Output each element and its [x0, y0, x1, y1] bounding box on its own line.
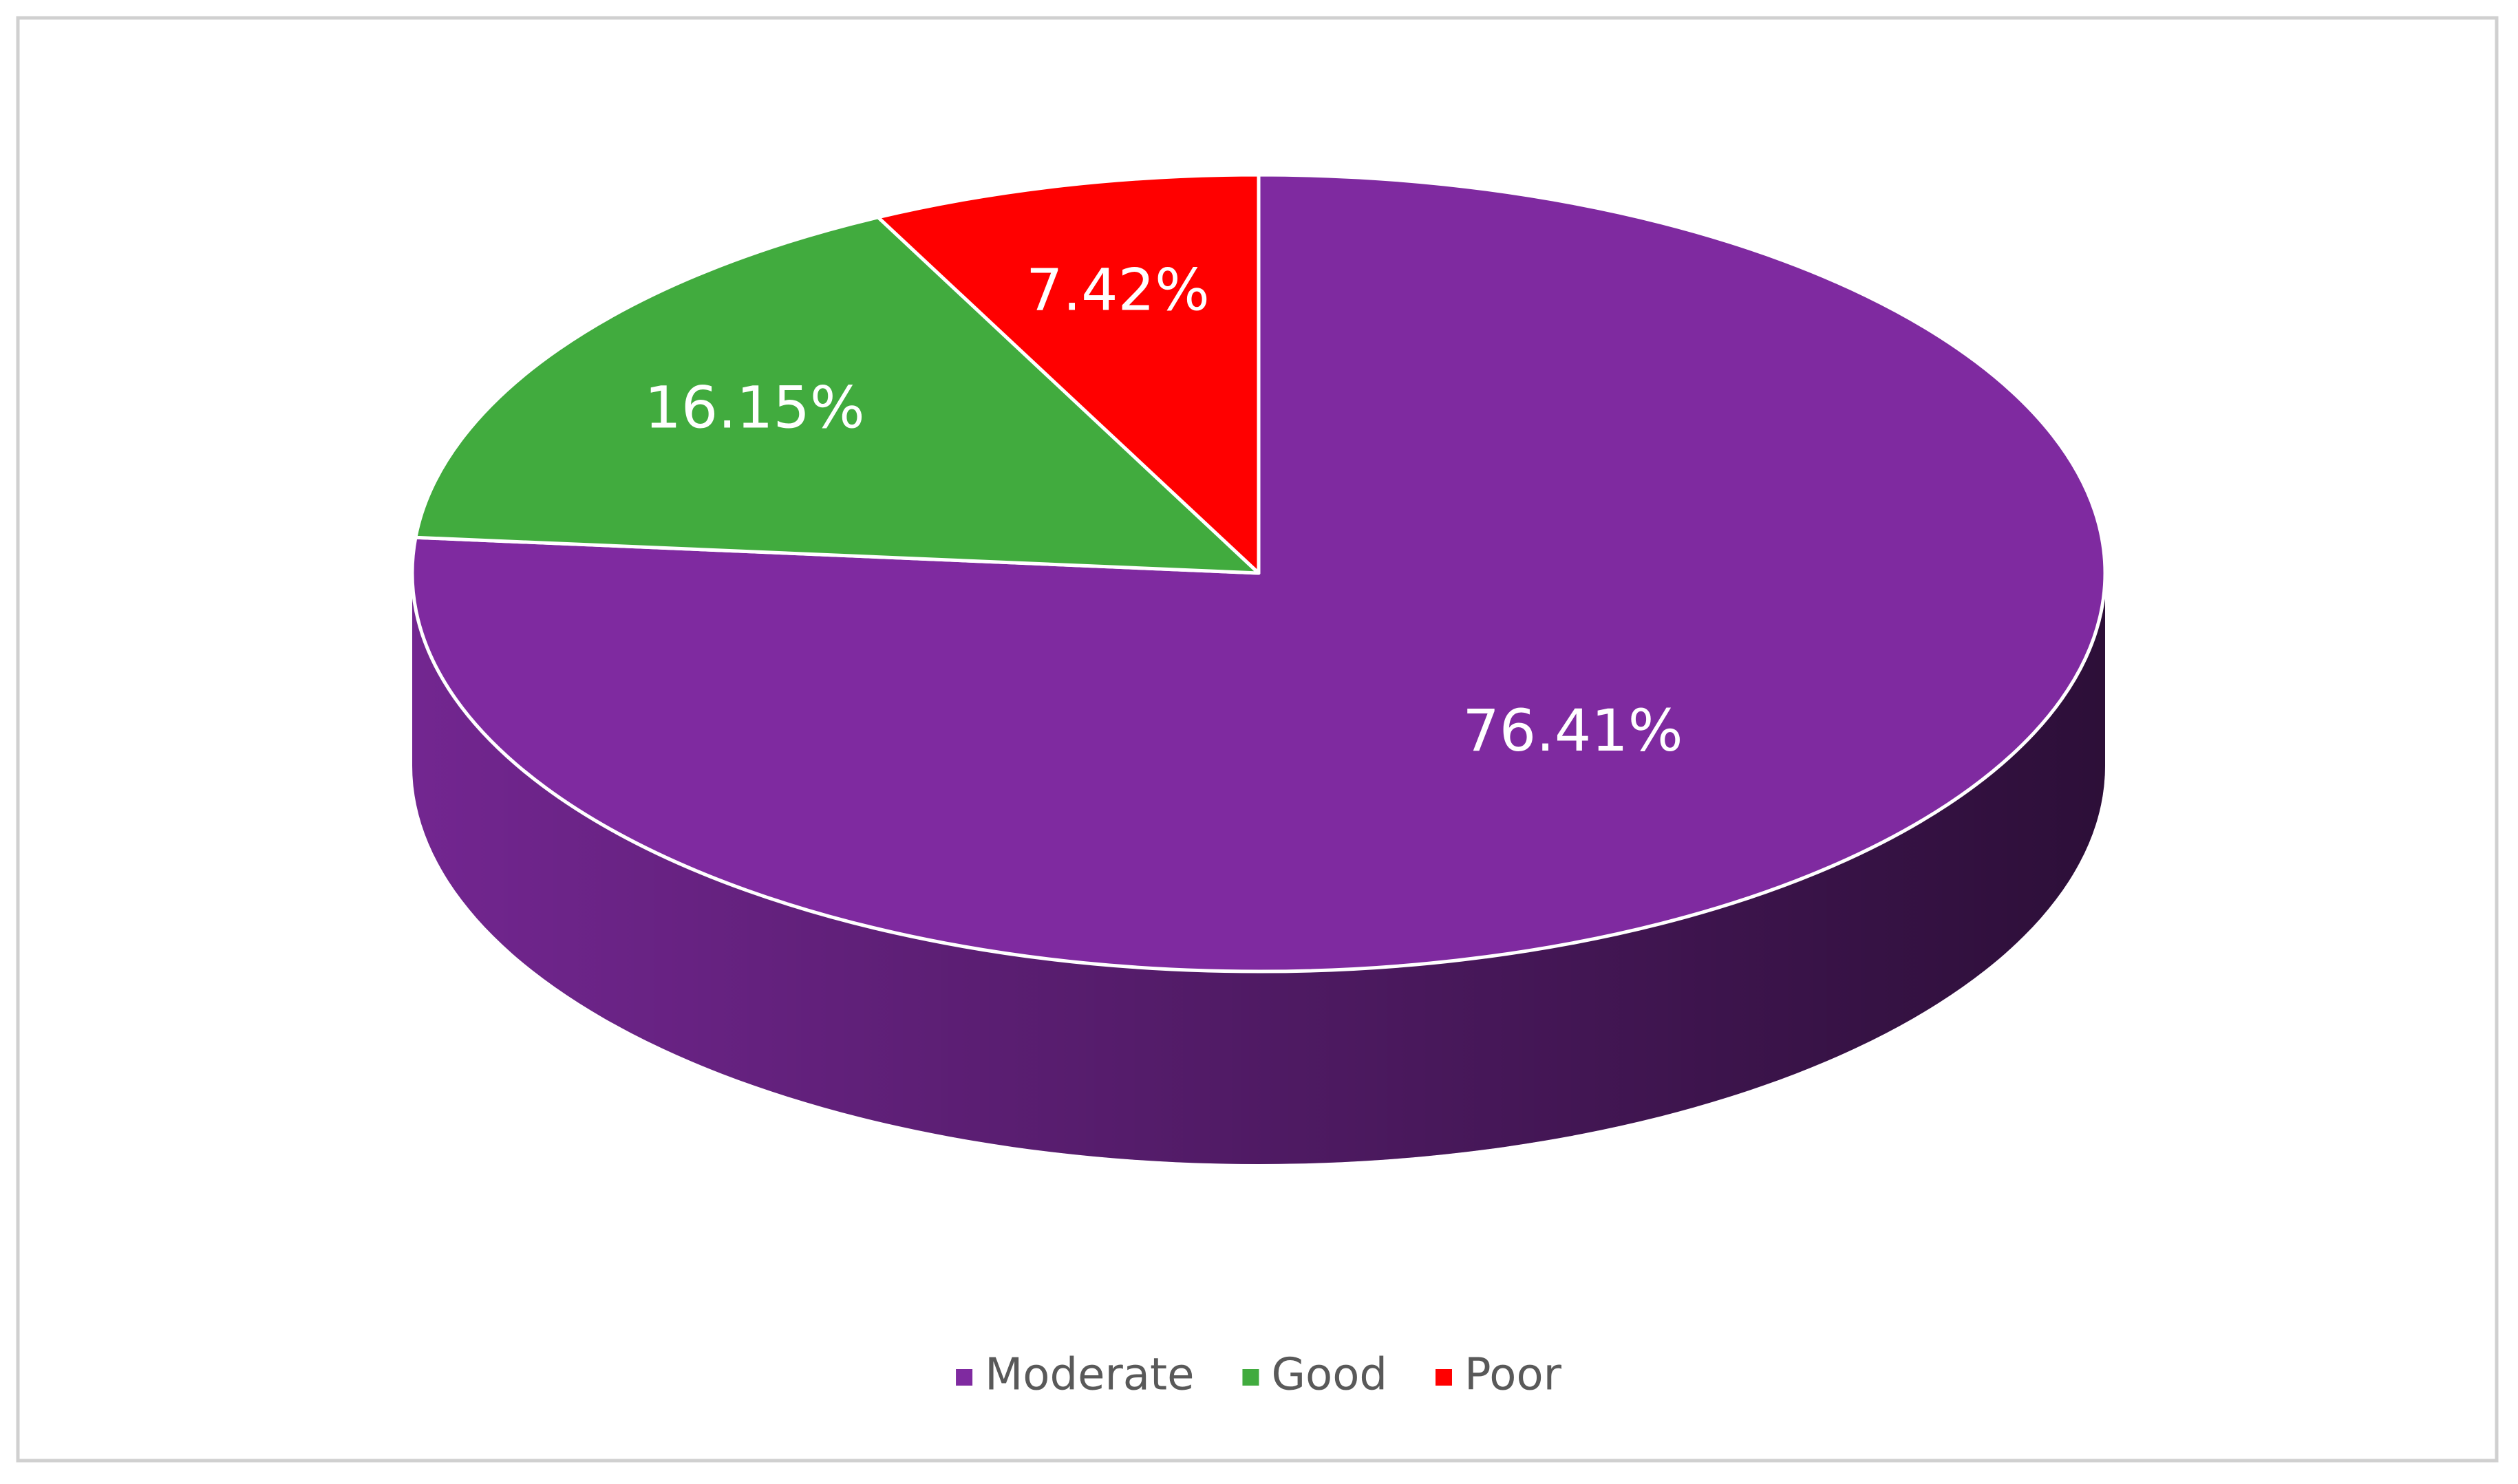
legend-label: Poor	[1464, 1350, 1562, 1401]
data-label: 16.15%	[644, 374, 864, 442]
legend-swatch	[1435, 1369, 1452, 1386]
slice	[414, 215, 1261, 575]
legend-item: Good	[1242, 1350, 1387, 1401]
legend-label: Moderate	[985, 1350, 1194, 1401]
legend-label: Good	[1271, 1350, 1387, 1401]
slice	[410, 173, 2107, 974]
data-label: 7.42%	[1026, 256, 1210, 323]
slice-side-shade	[412, 573, 2105, 1164]
pie: 76.41% 16.15% 7.42%	[410, 173, 2107, 1164]
data-label: 76.41%	[1462, 697, 1683, 764]
legend: Moderate Good Poor	[956, 1350, 1562, 1401]
legend-swatch	[956, 1369, 973, 1386]
slice	[876, 173, 1261, 575]
legend-swatch	[1242, 1369, 1259, 1386]
legend-item: Poor	[1435, 1350, 1562, 1401]
legend-item: Moderate	[956, 1350, 1194, 1401]
